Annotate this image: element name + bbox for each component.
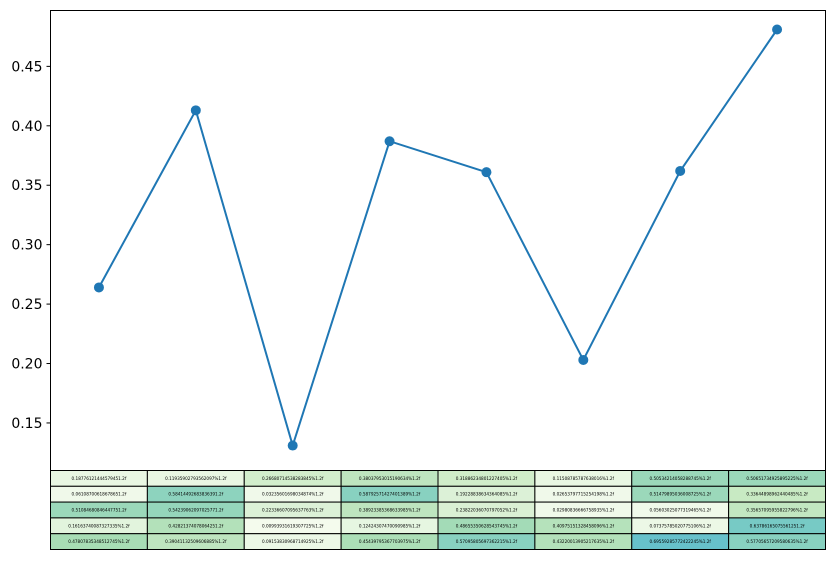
- table-cell-text: 0.42821374078064251.2f: [168, 523, 223, 528]
- table-cell-text: 0.48655350628543745%1.2f: [456, 523, 518, 528]
- data-point: [190, 105, 201, 116]
- table-cell-text: 0.23822036070797052%1.2f: [456, 508, 518, 513]
- table-cell-text: 0.40975151328458096%1.2f: [553, 523, 615, 528]
- table-cell-text: 0.05603025077319465%1.2f: [649, 508, 711, 513]
- table-cell-text: 0.18776121444579451.2f: [72, 476, 127, 481]
- table-cell-text: 0.31886234801227405%1.2f: [456, 476, 518, 481]
- table-cell-text: 0.47807835348512745%1.2f: [68, 539, 130, 544]
- table-cell-text: 0.39041132509606885%1.2f: [165, 539, 227, 544]
- table-cell-text: 0.11508785787638016%1.2f: [553, 476, 615, 481]
- table-cell-text: 0.51479895036008725%1.2f: [649, 492, 711, 497]
- table-cell-text: 0.16163740087327335%1.2f: [68, 523, 130, 528]
- table-cell-text: 0.50534214058288745%1.2f: [649, 476, 711, 481]
- data-point: [772, 24, 783, 35]
- table-cell-text: 0.45439795367703975%1.2f: [359, 539, 421, 544]
- table-cell-text: 0.51084680846447751.2f: [72, 508, 127, 513]
- data-point: [481, 167, 492, 178]
- y-axis: 0.15 0.20 0.25 0.30 0.35 0.40 0.45: [11, 59, 51, 432]
- table-cell-text: 0.43220013905217635%1.2f: [553, 539, 615, 544]
- data-point: [578, 354, 589, 365]
- data-point: [384, 136, 395, 147]
- table-cell-text: 0.00993931619307725%1.2f: [262, 523, 324, 528]
- table-cell-text: 0.50651734925895225%1.2f: [746, 476, 808, 481]
- table-cell-text: 0.57095805697362215%1.2f: [456, 539, 518, 544]
- table-cell-text: 0.35657095955822796%1.2f: [746, 508, 808, 513]
- plot-frame: [50, 10, 826, 471]
- table-cell-text: 0.38037953015190634%1.2f: [359, 476, 421, 481]
- y-tick-label: 0.35: [11, 178, 42, 194]
- y-tick-label: 0.20: [11, 357, 42, 373]
- table-cell-text: 0.06108700618678651.2f: [72, 492, 127, 497]
- table-cell-text: 0.12424307470090985%1.2f: [359, 523, 421, 528]
- table-cell-text: 0.19228838634364085%1.2f: [456, 492, 518, 497]
- data-table: 0.18776121444579451.2f 0.1193590279356209…: [50, 470, 826, 551]
- table-cell: [728, 533, 826, 551]
- y-tick-label: 0.30: [11, 238, 42, 254]
- table-cell-text: 0.63786165075561251.2f: [750, 523, 805, 528]
- table-cell-text: 0.03235601698034874%1.2f: [262, 492, 324, 497]
- data-point: [675, 165, 686, 176]
- data-point: [93, 282, 104, 293]
- table-cell-text: 0.33644898962440485%1.2f: [746, 492, 808, 497]
- table-cell-text: 0.58414492683836391.2f: [168, 492, 223, 497]
- series-points: [93, 24, 783, 451]
- table-cell-text: 0.07375785020775106%1.2f: [649, 523, 711, 528]
- y-tick-label: 0.25: [11, 297, 42, 313]
- table-cell-text: 0.11935902793562097%1.2f: [165, 476, 227, 481]
- data-point: [287, 440, 298, 451]
- table-cell-text: 0.69559285772422245%1.2f: [649, 539, 711, 544]
- table-cell-text: 0.54239062097025771.2f: [168, 508, 223, 513]
- y-tick-label: 0.40: [11, 119, 42, 135]
- table-cell-text: 0.09153830968714925%1.2f: [262, 539, 324, 544]
- table-cell-text: 0.02980836666758935%1.2f: [553, 508, 615, 513]
- table-cell-text: 0.58792571427401389%1.2f: [359, 492, 421, 497]
- series-line: [98, 28, 778, 449]
- table-cell-text: 0.02653797715254198%1.2f: [553, 492, 615, 497]
- table-cell-text: 0.38923385368633985%1.2f: [359, 508, 421, 513]
- y-tick-label: 0.15: [11, 416, 42, 432]
- table-cell-text: 0.22336607095637763%1.2f: [262, 508, 324, 513]
- table-cell-text: 0.26680714538283845%1.2f: [262, 476, 324, 481]
- table-cell-text: 0.57705657209580635%1.2f: [746, 539, 808, 544]
- y-tick-label: 0.45: [11, 59, 42, 75]
